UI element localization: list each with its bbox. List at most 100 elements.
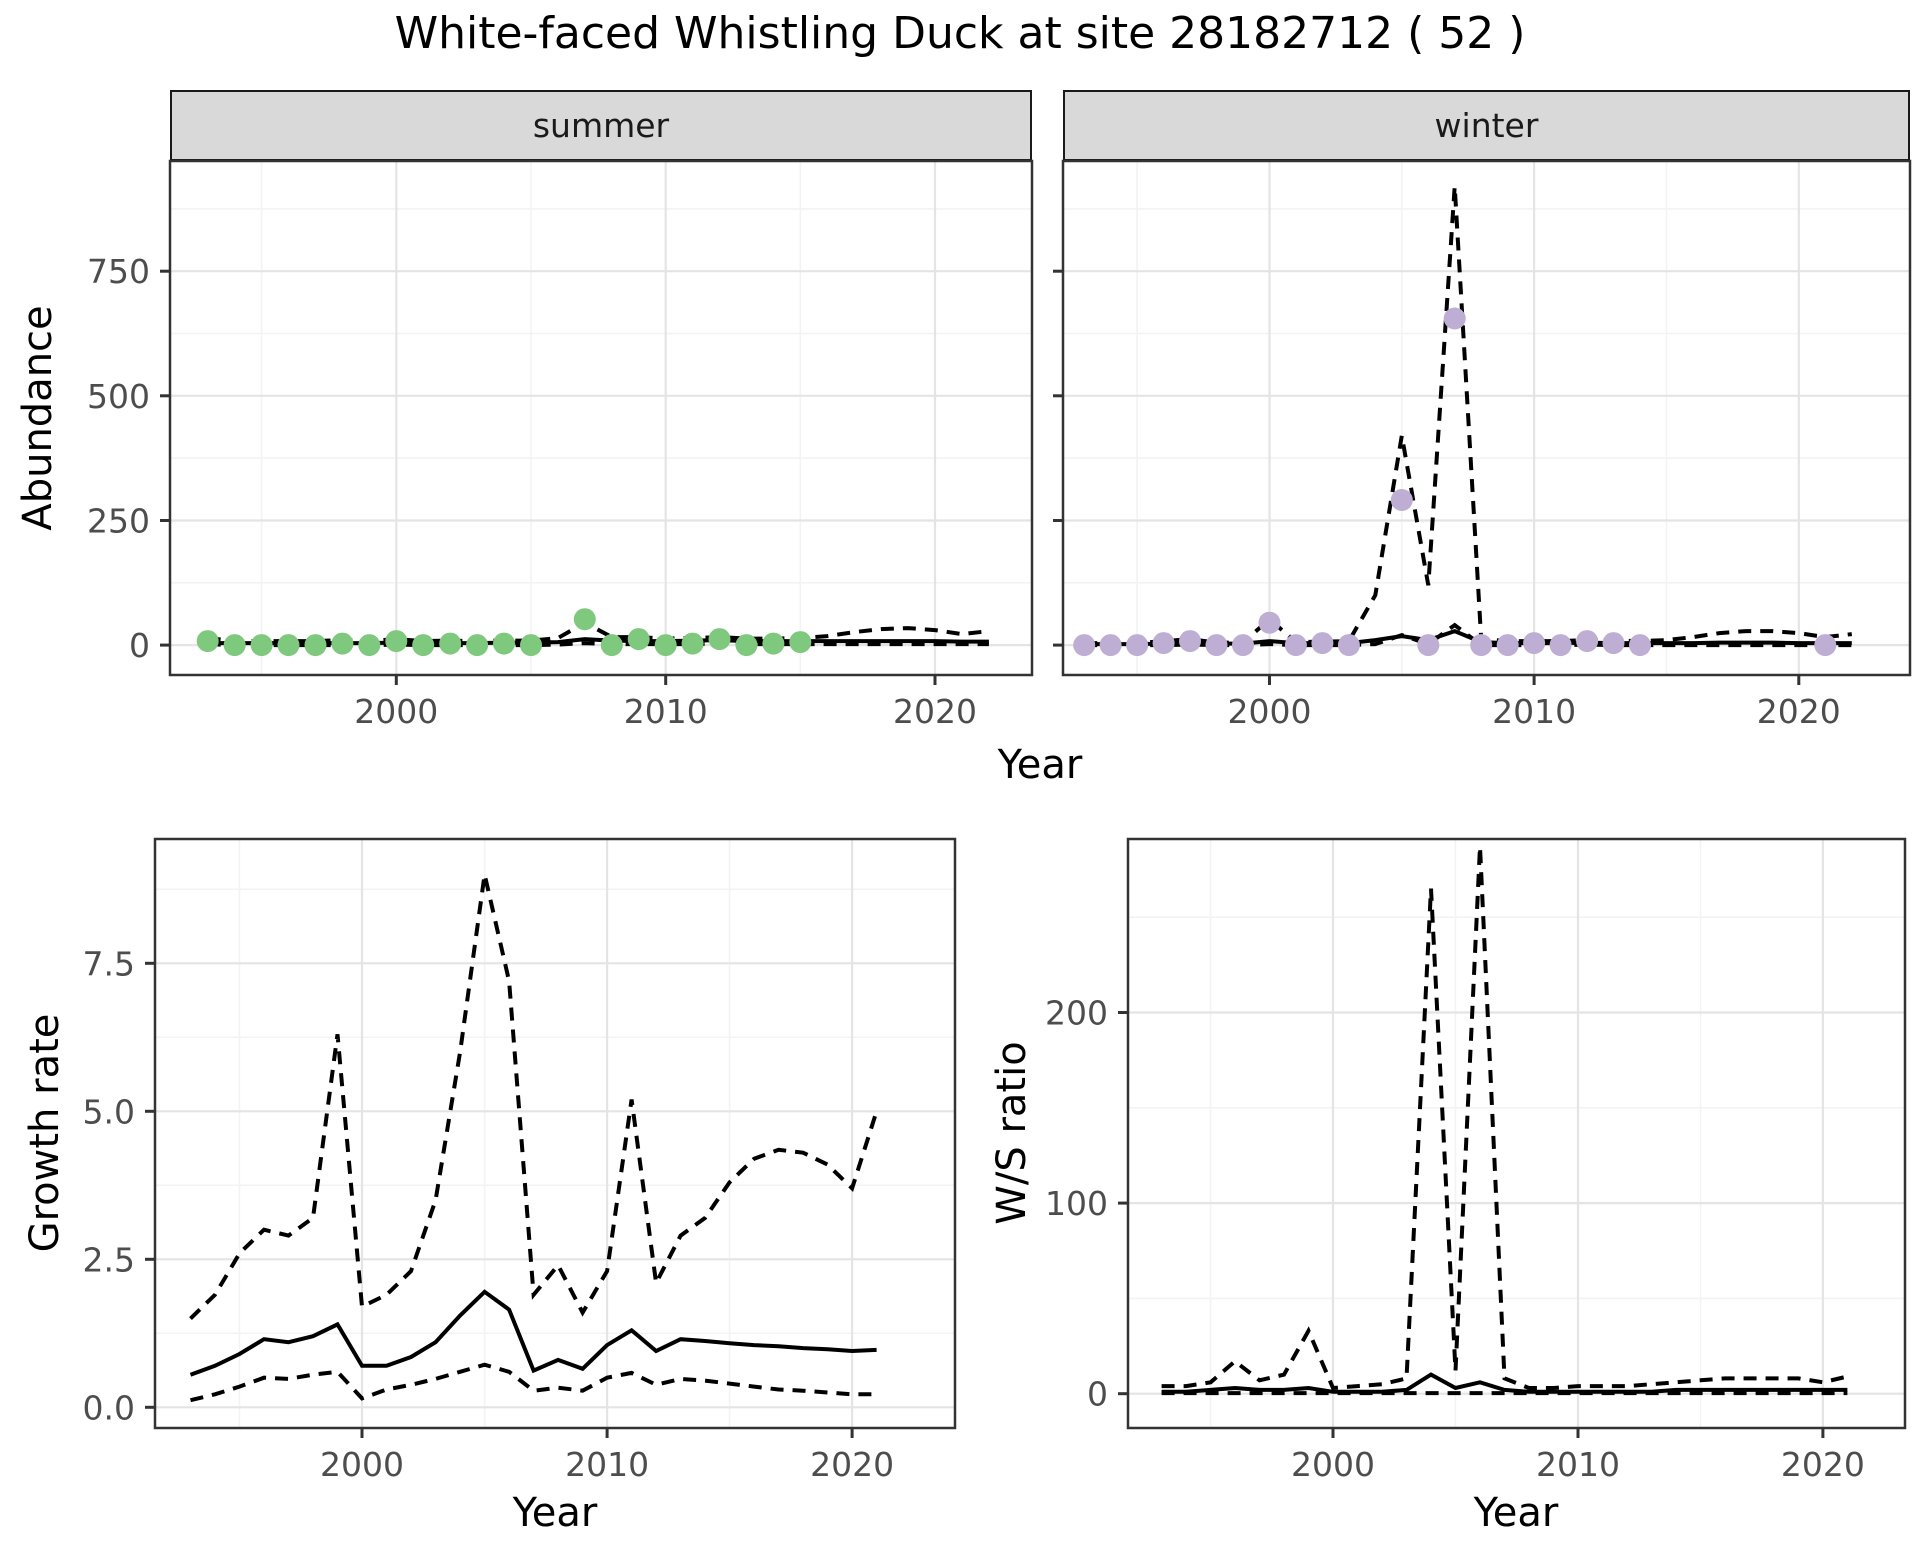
- abundance-summer-point: [223, 634, 246, 657]
- abundance-summer-point: [789, 631, 812, 654]
- abundance-winter-point: [1073, 634, 1096, 657]
- panel-abundance-summer: 2000 2010 2020 0 250 500 750: [87, 159, 1034, 731]
- abundance-summer-point: [520, 634, 542, 657]
- abundance-winter-point: [1258, 611, 1281, 634]
- abundance-summer-x-tick-label: 2020: [893, 692, 977, 731]
- ws-ratio-y-tick-label: 0: [1087, 1375, 1108, 1414]
- abundance-summer-point: [681, 632, 704, 655]
- abundance-summer-point: [762, 632, 785, 655]
- ws-ratio-y-tick-label: 200: [1045, 994, 1108, 1033]
- abundance-winter-x-axis: 2000 2010 2020: [1228, 675, 1841, 731]
- ws-ratio-y-tick-label: 100: [1045, 1184, 1108, 1223]
- abundance-summer-points: [196, 608, 812, 657]
- y-axis-title-ws-ratio: W/S ratio: [989, 1041, 1035, 1225]
- abundance-winter-point: [1470, 634, 1493, 657]
- abundance-summer-point: [735, 634, 758, 657]
- ws-ratio-x-tick-label: 2000: [1291, 1445, 1375, 1484]
- facet-strip-winter-label: winter: [1434, 106, 1539, 145]
- abundance-summer-y-tick-label: 0: [129, 626, 150, 665]
- ws-ratio-grid-minor: [1128, 839, 1905, 1428]
- abundance-summer-y-tick-label: 250: [87, 502, 150, 541]
- growth-rate-y-tick-label: 5.0: [83, 1092, 135, 1131]
- abundance-summer-point: [250, 634, 273, 657]
- abundance-winter-point: [1205, 634, 1228, 657]
- growth-rate-x-axis: 2000 2010 2020: [320, 1428, 894, 1484]
- abundance-summer-point: [304, 634, 327, 657]
- ws-ratio-x-axis: 2000 2010 2020: [1291, 1428, 1865, 1484]
- abundance-summer-point: [277, 634, 300, 657]
- abundance-winter-point: [1602, 632, 1625, 655]
- growth-rate-x-tick-label: 2010: [565, 1445, 649, 1484]
- abundance-summer-point: [439, 632, 462, 655]
- growth-rate-grid-major: [155, 839, 955, 1428]
- abundance-summer-x-tick-label: 2010: [624, 692, 708, 731]
- abundance-winter-points: [1073, 307, 1837, 657]
- abundance-summer-point: [385, 630, 408, 653]
- abundance-winter-point: [1814, 634, 1837, 657]
- abundance-winter-grid-major: [1063, 161, 1910, 675]
- ws-ratio-y-axis: 0 100 200: [1045, 994, 1128, 1414]
- abundance-winter-x-tick-label: 2020: [1757, 692, 1841, 731]
- abundance-summer-upper_ci-line: [207, 620, 990, 644]
- abundance-winter-point: [1629, 634, 1651, 657]
- x-axis-title-year-bottom-right: Year: [1473, 1490, 1559, 1536]
- abundance-winter-point: [1232, 634, 1254, 657]
- ws-ratio-x-tick-label: 2010: [1536, 1445, 1620, 1484]
- abundance-summer-point: [412, 634, 435, 657]
- abundance-winter-grid-minor: [1063, 161, 1910, 675]
- abundance-winter-point: [1179, 630, 1201, 653]
- panel-ws-ratio: 2000 2010 2020 0 100 200: [1045, 837, 1907, 1484]
- facet-strip-winter: winter: [1063, 90, 1910, 161]
- x-axis-title-year-bottom-left: Year: [512, 1490, 598, 1536]
- abundance-winter-panel-border: [1061, 159, 1912, 677]
- abundance-winter-lower_ci-line: [1084, 622, 1852, 648]
- abundance-summer-point: [358, 634, 381, 657]
- abundance-winter-x-tick-label: 2000: [1228, 692, 1312, 731]
- abundance-summer-grid-major: [170, 161, 1032, 675]
- abundance-summer-point: [708, 628, 731, 651]
- growth-rate-x-tick-label: 2020: [810, 1445, 894, 1484]
- facet-strip-summer: summer: [170, 90, 1032, 161]
- abundance-summer-y-axis: 0 250 500 750: [87, 252, 170, 665]
- abundance-summer-point: [466, 634, 489, 657]
- growth-rate-y-tick-label: 0.0: [83, 1388, 135, 1427]
- growth-rate-fit-line: [189, 1289, 877, 1377]
- abundance-summer-point: [573, 608, 596, 631]
- abundance-winter-point: [1099, 634, 1122, 657]
- abundance-winter-y-axis: [1053, 269, 1063, 647]
- abundance-winter-point: [1390, 489, 1413, 511]
- abundance-summer-point: [196, 630, 219, 653]
- growth-rate-x-tick-label: 2000: [320, 1445, 404, 1484]
- abundance-winter-point: [1576, 630, 1599, 653]
- abundance-winter-point: [1311, 632, 1334, 655]
- x-axis-title-year-top: Year: [997, 742, 1083, 788]
- abundance-summer-panel-border: [168, 159, 1034, 677]
- ws-ratio-grid-major: [1128, 839, 1905, 1428]
- growth-rate-lower_ci-line: [190, 1362, 877, 1403]
- abundance-summer-point: [654, 634, 677, 657]
- abundance-winter-point: [1549, 634, 1572, 657]
- growth-rate-panel-border: [153, 837, 957, 1430]
- panel-growth-rate: 2000 2010 2020 0.0 2.5 5.0 7.5: [83, 837, 957, 1484]
- facet-strip-summer-label: summer: [532, 106, 670, 145]
- ws-ratio-x-tick-label: 2020: [1781, 1445, 1865, 1484]
- ws-ratio-upper_ci-line: [1161, 846, 1848, 1391]
- abundance-winter-point: [1337, 634, 1360, 657]
- abundance-summer-x-axis: 2000 2010 2020: [354, 675, 977, 731]
- abundance-winter-point: [1443, 307, 1466, 330]
- abundance-summer-grid-minor: [170, 161, 1032, 675]
- abundance-winter-point: [1523, 632, 1546, 655]
- growth-rate-y-tick-label: 7.5: [83, 944, 135, 983]
- growth-rate-y-axis: 0.0 2.5 5.0 7.5: [83, 944, 155, 1427]
- abundance-summer-point: [600, 634, 623, 657]
- panel-abundance-winter: 2000 2010 2020: [1053, 159, 1912, 731]
- ws-ratio-fit-line: [1161, 1372, 1848, 1394]
- abundance-summer-y-tick-label: 750: [87, 252, 150, 291]
- abundance-summer-y-tick-label: 500: [87, 377, 150, 416]
- abundance-winter-point: [1496, 634, 1519, 657]
- abundance-winter-point: [1284, 634, 1307, 657]
- abundance-winter-point: [1152, 632, 1175, 655]
- abundance-winter-upper_ci-line: [1084, 186, 1853, 646]
